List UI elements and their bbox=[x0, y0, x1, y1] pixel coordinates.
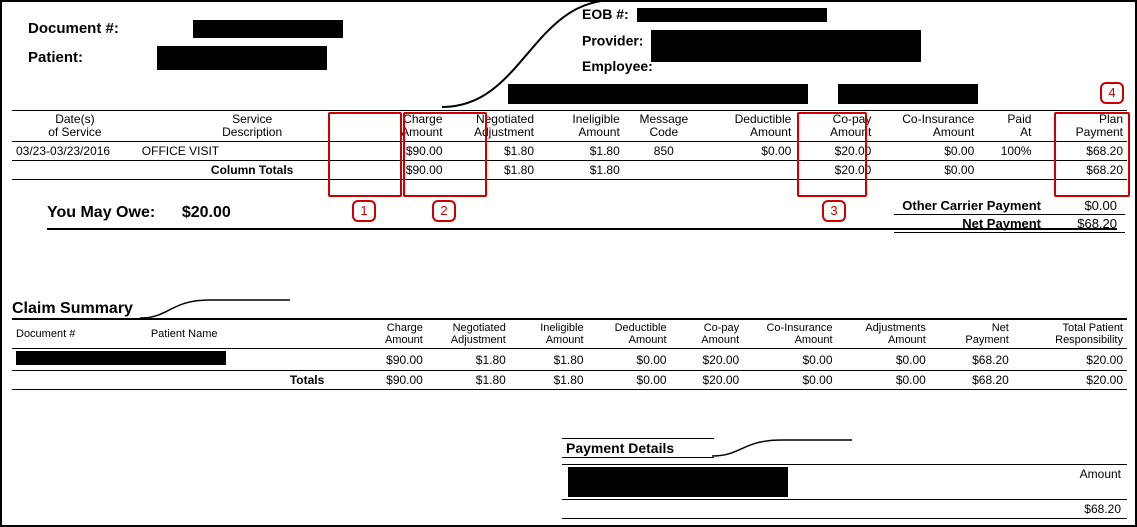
cs-col-doc: Document # bbox=[12, 319, 147, 349]
col-inelig: Ineligible Amount bbox=[538, 111, 624, 142]
you-may-owe-value: $20.00 bbox=[182, 204, 231, 221]
claim-lines-table: Date(s) of Service Service Description C… bbox=[12, 110, 1127, 180]
col-neg: Negotiated Adjustment bbox=[447, 111, 538, 142]
cell-inelig: $1.80 bbox=[538, 142, 624, 161]
cs-charge: $90.00 bbox=[354, 349, 427, 371]
cst-coins: $0.00 bbox=[743, 371, 836, 390]
cell-plan: $68.20 bbox=[1035, 142, 1127, 161]
col-copay: Co-pay Amount bbox=[795, 111, 875, 142]
cs-totals-row: Totals $90.00 $1.80 $1.80 $0.00 $20.00 $… bbox=[12, 371, 1127, 390]
cell-desc: OFFICE VISIT bbox=[138, 142, 367, 161]
totals-label: Column Totals bbox=[138, 161, 367, 180]
cs-coins: $0.00 bbox=[743, 349, 836, 371]
cst-deduct: $0.00 bbox=[588, 371, 671, 390]
annotation-tag-4: 4 bbox=[1100, 82, 1124, 104]
cst-adj: $0.00 bbox=[837, 371, 930, 390]
provider-label: Provider: bbox=[582, 33, 643, 49]
cs-net: $68.20 bbox=[930, 349, 1013, 371]
employee-redacted-1 bbox=[508, 84, 808, 104]
claim-summary-section: Claim Summary Document # Patient Name Ch… bbox=[12, 298, 1127, 390]
tot-copay: $20.00 bbox=[795, 161, 875, 180]
cs-col-adj: Adjustments Amount bbox=[837, 319, 930, 349]
payment-details-redacted bbox=[568, 467, 788, 497]
eob-document: Document #: Patient: EOB #: Provider: Em… bbox=[0, 0, 1137, 527]
table-row: 03/23-03/23/2016 OFFICE VISIT $90.00 $1.… bbox=[12, 142, 1127, 161]
col-coins: Co-Insurance Amount bbox=[875, 111, 978, 142]
tot-msg bbox=[624, 161, 704, 180]
cst-resp: $20.00 bbox=[1013, 371, 1127, 390]
payment-details-title: Payment Details bbox=[562, 438, 714, 458]
cst-neg: $1.80 bbox=[427, 371, 510, 390]
cs-col-neg: Negotiated Adjustment bbox=[427, 319, 510, 349]
claim-summary-title: Claim Summary bbox=[12, 298, 141, 320]
cst-inelig: $1.80 bbox=[510, 371, 588, 390]
cs-col-deduct: Deductible Amount bbox=[588, 319, 671, 349]
pd-amount-value: $68.20 bbox=[1084, 502, 1121, 516]
col-deduct: Deductible Amount bbox=[704, 111, 795, 142]
patient-label: Patient: bbox=[28, 49, 83, 66]
tot-inelig: $1.80 bbox=[538, 161, 624, 180]
tot-coins: $0.00 bbox=[875, 161, 978, 180]
cs-row: $90.00 $1.80 $1.80 $0.00 $20.00 $0.00 $0… bbox=[12, 349, 1127, 371]
tot-paidat bbox=[978, 161, 1035, 180]
cell-paidat: 100% bbox=[978, 142, 1035, 161]
col-msg: Message Code bbox=[624, 111, 704, 142]
header-left: Document #: Patient: bbox=[28, 20, 343, 74]
cell-dates: 03/23-03/23/2016 bbox=[12, 142, 138, 161]
cs-col-net: Net Payment bbox=[930, 319, 1013, 349]
cs-col-resp: Total Patient Responsibility bbox=[1013, 319, 1127, 349]
col-desc: Service Description bbox=[138, 111, 367, 142]
table-totals-row: Column Totals $90.00 $1.80 $1.80 $20.00 … bbox=[12, 161, 1127, 180]
pd-amount-label: Amount bbox=[1080, 467, 1121, 481]
eob-number-redacted bbox=[637, 8, 827, 22]
provider-redacted bbox=[651, 30, 921, 62]
header-right: EOB #: Provider: Employee: bbox=[582, 6, 921, 78]
patient-redacted bbox=[157, 46, 327, 70]
other-carrier-label: Other Carrier Payment bbox=[894, 197, 1049, 215]
cs-col-patient: Patient Name bbox=[147, 319, 354, 349]
cs-col-coins: Co-Insurance Amount bbox=[743, 319, 836, 349]
cs-neg: $1.80 bbox=[427, 349, 510, 371]
you-may-owe-label: You May Owe: bbox=[47, 204, 155, 221]
tot-neg: $1.80 bbox=[447, 161, 538, 180]
cs-resp: $20.00 bbox=[1013, 349, 1127, 371]
cst-net: $68.20 bbox=[930, 371, 1013, 390]
employee-label: Employee: bbox=[582, 58, 653, 74]
cs-totals-label: Totals bbox=[147, 371, 354, 390]
col-dates: Date(s) of Service bbox=[12, 111, 138, 142]
cs-adj: $0.00 bbox=[837, 349, 930, 371]
cs-col-inelig: Ineligible Amount bbox=[510, 319, 588, 349]
claim-summary-tab-curve bbox=[140, 298, 290, 320]
tot-plan: $68.20 bbox=[1035, 161, 1127, 180]
payment-details-section: Payment Details Amount $68.20 bbox=[562, 438, 1127, 519]
net-payment-label: Net Payment bbox=[894, 215, 1049, 233]
employee-redacted-2 bbox=[838, 84, 978, 104]
tot-deduct bbox=[704, 161, 795, 180]
document-number-redacted bbox=[193, 20, 343, 38]
col-charge: Charge Amount bbox=[366, 111, 446, 142]
cs-col-charge: Charge Amount bbox=[354, 319, 427, 349]
cell-charge: $90.00 bbox=[366, 142, 446, 161]
other-carrier-value: $0.00 bbox=[1049, 197, 1125, 215]
cs-doc-patient-redacted bbox=[16, 351, 226, 365]
cell-msg: 850 bbox=[624, 142, 704, 161]
tot-charge: $90.00 bbox=[366, 161, 446, 180]
cell-coins: $0.00 bbox=[875, 142, 978, 161]
cst-charge: $90.00 bbox=[354, 371, 427, 390]
cs-col-copay: Co-pay Amount bbox=[671, 319, 744, 349]
other-net-block: Other Carrier Payment $0.00 Net Payment … bbox=[894, 197, 1125, 233]
cs-inelig: $1.80 bbox=[510, 349, 588, 371]
cell-neg: $1.80 bbox=[447, 142, 538, 161]
col-paidat: Paid At bbox=[978, 111, 1035, 142]
eob-number-label: EOB #: bbox=[582, 6, 629, 22]
cs-deduct: $0.00 bbox=[588, 349, 671, 371]
net-payment-value: $68.20 bbox=[1049, 215, 1125, 233]
cell-copay: $20.00 bbox=[795, 142, 875, 161]
cell-deduct: $0.00 bbox=[704, 142, 795, 161]
cs-copay: $20.00 bbox=[671, 349, 744, 371]
payment-details-tab-curve bbox=[712, 438, 852, 458]
document-number-label: Document #: bbox=[28, 20, 119, 37]
cst-copay: $20.00 bbox=[671, 371, 744, 390]
col-plan: Plan Payment bbox=[1035, 111, 1127, 142]
